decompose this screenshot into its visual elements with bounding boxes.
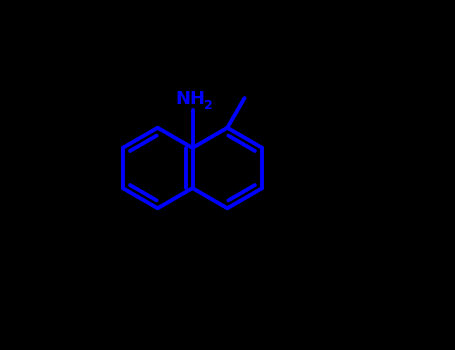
Text: 2: 2 <box>204 99 213 112</box>
Text: NH: NH <box>176 90 206 108</box>
